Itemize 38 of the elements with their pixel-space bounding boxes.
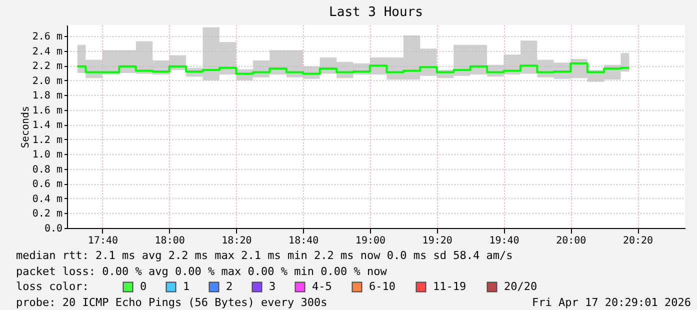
y-tick-label: 2.6 m — [32, 32, 62, 43]
x-tick-label: 20:20 — [622, 236, 654, 246]
legend-label: 0 — [140, 280, 147, 293]
x-tick-label: 19:00 — [355, 236, 386, 246]
text: probe: 20 ICMP Echo Pings (56 Bytes) every 300s — [16, 296, 328, 309]
y-tick-label: 1.6 m — [32, 105, 62, 116]
text: packet loss: 0.00 % avg 0.00 % max 0.00 % min 0.00 % now — [16, 265, 388, 278]
y-tick-label: 2.2 m — [32, 61, 62, 72]
x-tick-label: 17:40 — [88, 236, 118, 246]
x-tick-label: 19:20 — [422, 236, 452, 246]
legend-label: 20/20 — [504, 280, 538, 293]
x-tick-label: 18:20 — [222, 236, 252, 246]
y-tick-label: 0.4 m — [32, 194, 62, 205]
legend-label: 6-10 — [369, 280, 396, 293]
y-tick-label: 0.8 m — [32, 164, 62, 176]
x-tick-label: 19:40 — [489, 236, 520, 246]
chart-title: Last 3 Hours — [329, 5, 423, 20]
y-tick-label: 0.0 — [44, 224, 62, 234]
y-tick-label: 2.4 m — [32, 46, 62, 58]
legend-label: 1 — [183, 280, 190, 293]
y-tick-label: 1.4 m — [32, 120, 62, 132]
x-tick-label: 18:00 — [154, 236, 185, 246]
legend-label: 11-19 — [433, 280, 466, 293]
y-tick-label: 1.0 m — [32, 150, 62, 161]
text: Fri Apr 17 20:29:01 2026 — [532, 296, 691, 309]
y-tick-label: 2.0 m — [32, 76, 62, 87]
x-tick-label: 18:40 — [288, 236, 319, 246]
x-tick-label: 20:00 — [556, 236, 586, 246]
y-tick-label: 1.2 m — [32, 134, 62, 146]
y-tick-label: 0.2 m — [32, 208, 62, 220]
y-axis-title: Seconds — [20, 106, 32, 148]
legend-label: 4-5 — [312, 280, 332, 293]
legend-label: 3 — [269, 280, 276, 293]
y-tick-label: 0.6 m — [32, 179, 62, 190]
y-tick-label: 1.8 m — [32, 90, 62, 102]
legend-label: 2 — [226, 280, 233, 293]
text: median rtt: 2.1 ms avg 2.2 ms max 2.1 ms min 2.2 ms now 0.0 ms sd 58.4 am/s — [16, 249, 513, 262]
legend-title: loss color: — [16, 280, 89, 293]
